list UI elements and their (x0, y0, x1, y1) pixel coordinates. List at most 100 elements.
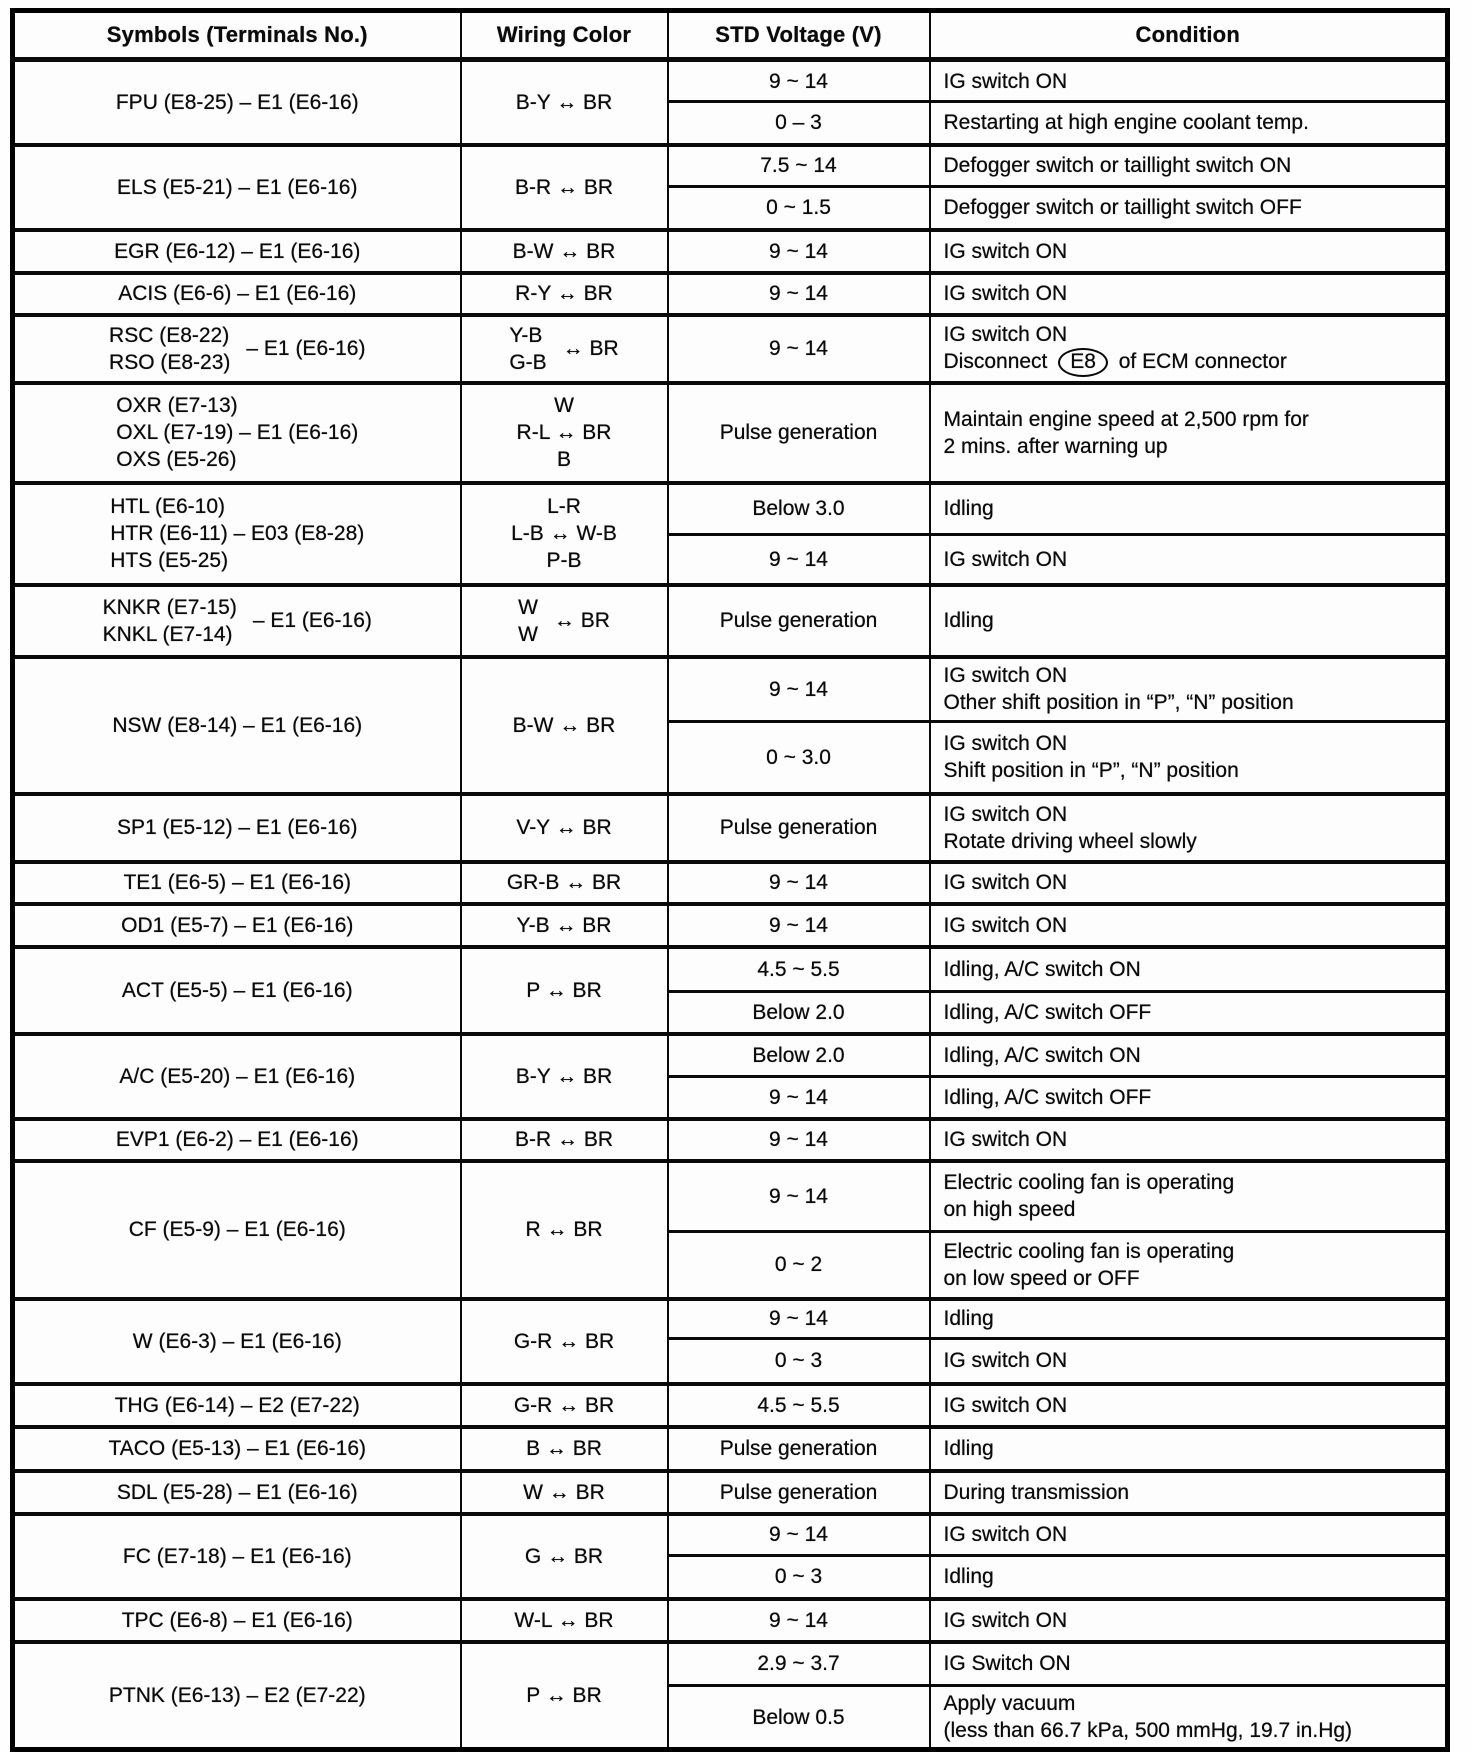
condition-line: IG switch ON (943, 913, 1068, 937)
condition-cell: IG switch ON (928, 533, 1449, 586)
condition-cell: IG switch ON Disconnect E8 of ECM connect… (928, 312, 1449, 384)
condition-cell: Apply vacuum (less than 66.7 kPa, 500 mmH… (928, 1684, 1449, 1751)
table-row: 0 ~ 3 IG switch ON (13, 1337, 1449, 1385)
table-row: THG (E6-14) – E2 (E7-22) G-R ↔ BR 4.5 ~ 5.… (11, 1381, 1449, 1428)
table-row: FPU (E8-25) – E1 (E6-16) B-Y ↔ BR 9 ~ 14 IG… (11, 57, 1449, 146)
wiring-color-cell: B-R ↔ BR (459, 1116, 669, 1162)
condition-cell: IG switch ON Rotate driving wheel slowly (928, 791, 1449, 863)
condition-line: 2 mins. after warning up (943, 434, 1168, 458)
wiring-color-cell: P ↔ BR (459, 944, 669, 1035)
condition-line: Apply vacuum (943, 1692, 1076, 1715)
column-header-condition: Condition (928, 9, 1449, 62)
wiring-color-cell: G ↔ BR (459, 1511, 669, 1600)
std-voltage-cell: 0 ~ 3 (666, 1337, 931, 1385)
condition-line: Idling, A/C switch OFF (943, 1085, 1152, 1109)
condition-line: IG switch ON (943, 871, 1068, 894)
condition-line: Idling (943, 609, 994, 632)
condition-cell: Idling (928, 1296, 1449, 1340)
table-row: EGR (E6-12) – E1 (E6-16) B-W ↔ BR 9 ~ 14 IG… (11, 227, 1449, 274)
wiring-color-cell: B ↔ BR (459, 1424, 669, 1472)
condition-line: IG switch ON (943, 1349, 1068, 1373)
table-row: 0 ~ 1.5 Defogger switch or taillight swit… (13, 185, 1449, 231)
symbol-terminals-cell: OXR (E7-13) OXL (E7-19) – E1 (E6-16) OXS (… (11, 380, 462, 484)
wiring-color-cell: W R-L ↔ BR B (459, 380, 669, 484)
condition-line: Idling (943, 497, 994, 521)
symbol-terminals-cell: FC (E7-18) – E1 (E6-16) (11, 1511, 462, 1600)
table-row: OXR (E7-13) OXL (E7-19) – E1 (E6-16) OXS (… (11, 380, 1449, 484)
condition-cell: IG switch ON (928, 901, 1449, 948)
condition-line: Restarting at high engine coolant temp. (943, 111, 1309, 135)
std-voltage-cell: 4.5 ~ 5.5 (666, 1381, 931, 1428)
wiring-color-cell: Y-B ↔ BR (459, 901, 669, 948)
symbol-terminals-cell: TPC (E6-8) – E1 (E6-16) (11, 1596, 462, 1643)
symbol-terminals-cell: ELS (E5-21) – E1 (E6-16) (11, 142, 462, 231)
condition-cell: IG switch ON (928, 1381, 1449, 1428)
wiring-color-cell: G-R ↔ BR (459, 1296, 669, 1385)
table-row: A/C (E5-20) – E1 (E6-16) B-Y ↔ BR Below 2.… (11, 1031, 1449, 1120)
condition-line: (less than 66.7 kPa, 500 mmHg, 19.7 in.H… (943, 1719, 1353, 1742)
std-voltage-cell: 9 ~ 14 (666, 901, 931, 948)
condition-line: During transmission (943, 1480, 1130, 1504)
std-voltage-cell: 9 ~ 14 (666, 1296, 931, 1340)
std-voltage-cell: 9 ~ 14 (666, 654, 931, 723)
table-row: PTNK (E6-13) – E2 (E7-22) P ↔ BR 2.9 ~ 3.7… (11, 1639, 1449, 1751)
symbol-terminals-cell: FPU (E8-25) – E1 (E6-16) (11, 57, 462, 146)
wiring-color-cell: B-W ↔ BR (459, 227, 669, 274)
wiring-color-cell: B-W ↔ BR (459, 654, 669, 795)
condition-cell: Idling (928, 1554, 1449, 1600)
table-row: 0 ~ 3.0 IG switch ON Shift position in “P”… (13, 720, 1449, 795)
symbol-terminals-cell: A/C (E5-20) – E1 (E6-16) (11, 1031, 462, 1120)
condition-line: IG switch ON (943, 239, 1068, 263)
condition-cell: During transmission (928, 1468, 1449, 1515)
wiring-color-cell: B-R ↔ BR (459, 142, 669, 231)
symbol-terminals-cell: ACT (E5-5) – E1 (E6-16) (11, 944, 462, 1035)
table-body: FPU (E8-25) – E1 (E6-16) B-Y ↔ BR 9 ~ 14 IG… (11, 57, 1449, 1751)
condition-cell: IG switch ON (928, 57, 1449, 103)
condition-line: Disconnect E8 of ECM connector (944, 347, 1440, 377)
condition-line: IG switch ON (943, 322, 1068, 346)
condition-line: Defogger switch or taillight switch ON (943, 154, 1292, 178)
wiring-color-cell: B-Y ↔ BR (459, 57, 669, 146)
std-voltage-cell: 0 – 3 (666, 100, 931, 146)
std-voltage-cell: 9 ~ 14 (666, 270, 931, 316)
condition-cell: Idling, A/C switch OFF (928, 990, 1449, 1035)
condition-line: IG switch ON (943, 282, 1068, 305)
table-row: 9 ~ 14 Idling, A/C switch OFF (13, 1075, 1449, 1120)
wiring-color-cell: W-L ↔ BR (459, 1596, 669, 1643)
wiring-color-cell: P ↔ BR (459, 1639, 669, 1751)
column-header-symbols: Symbols (Terminals No.) (11, 9, 462, 62)
table-row: EVP1 (E6-2) – E1 (E6-16) B-R ↔ BR 9 ~ 14 IG… (11, 1116, 1449, 1162)
condition-line: Idling, A/C switch ON (943, 957, 1141, 981)
condition-cell: Restarting at high engine coolant temp. (928, 100, 1449, 146)
condition-line: Rotate driving wheel slowly (943, 829, 1197, 853)
std-voltage-cell: 9 ~ 14 (666, 859, 931, 905)
condition-cell: Defogger switch or taillight switch OFF (928, 185, 1449, 231)
symbol-terminals-cell: SP1 (E5-12) – E1 (E6-16) (11, 791, 462, 863)
symbol-terminals-cell: TE1 (E6-5) – E1 (E6-16) (11, 859, 462, 905)
condition-line: on low speed or OFF (943, 1266, 1140, 1290)
wiring-color-cell: R-Y ↔ BR (459, 270, 669, 316)
std-voltage-cell: Below 2.0 (666, 1031, 931, 1078)
terminal-voltage-table: Symbols (Terminals No.) Wiring Color STD… (10, 8, 1450, 1752)
condition-cell: IG switch ON (928, 1116, 1449, 1162)
condition-line: IG switch ON (943, 1393, 1068, 1417)
condition-cell: Electric cooling fan is operating on high… (928, 1158, 1449, 1233)
std-voltage-cell: 9 ~ 14 (666, 57, 931, 103)
condition-line: Other shift position in “P”, “N” positio… (943, 691, 1294, 715)
symbol-terminals-cell: RSC (E8-22) RSO (E8-23) – E1 (E6-16) (11, 312, 462, 384)
table-row: Below 2.0 Idling, A/C switch OFF (13, 990, 1449, 1035)
table-row: 0 ~ 2 Electric cooling fan is operating on… (13, 1230, 1449, 1300)
std-voltage-cell: 9 ~ 14 (666, 1116, 931, 1162)
condition-cell: Idling, A/C switch ON (928, 1031, 1449, 1078)
table-row: SP1 (E5-12) – E1 (E6-16) V-Y ↔ BR Pulse ge… (11, 791, 1449, 863)
condition-line: Idling (943, 1437, 994, 1460)
table-row: HTL (E6-10) HTR (E6-11) – E03 (E8-28) HTS … (11, 480, 1449, 586)
std-voltage-cell: 9 ~ 14 (666, 227, 931, 274)
condition-line: Idling, A/C switch OFF (943, 1000, 1152, 1024)
table-row: RSC (E8-22) RSO (E8-23) – E1 (E6-16) Y-B G-B… (11, 312, 1449, 384)
column-header-std-voltage: STD Voltage (V) (666, 9, 931, 62)
condition-line: IG Switch ON (943, 1652, 1071, 1676)
table-row: TPC (E6-8) – E1 (E6-16) W-L ↔ BR 9 ~ 14 IG … (11, 1596, 1449, 1643)
symbol-terminals-cell: PTNK (E6-13) – E2 (E7-22) (11, 1639, 462, 1751)
condition-line: Idling, A/C switch ON (943, 1043, 1141, 1067)
